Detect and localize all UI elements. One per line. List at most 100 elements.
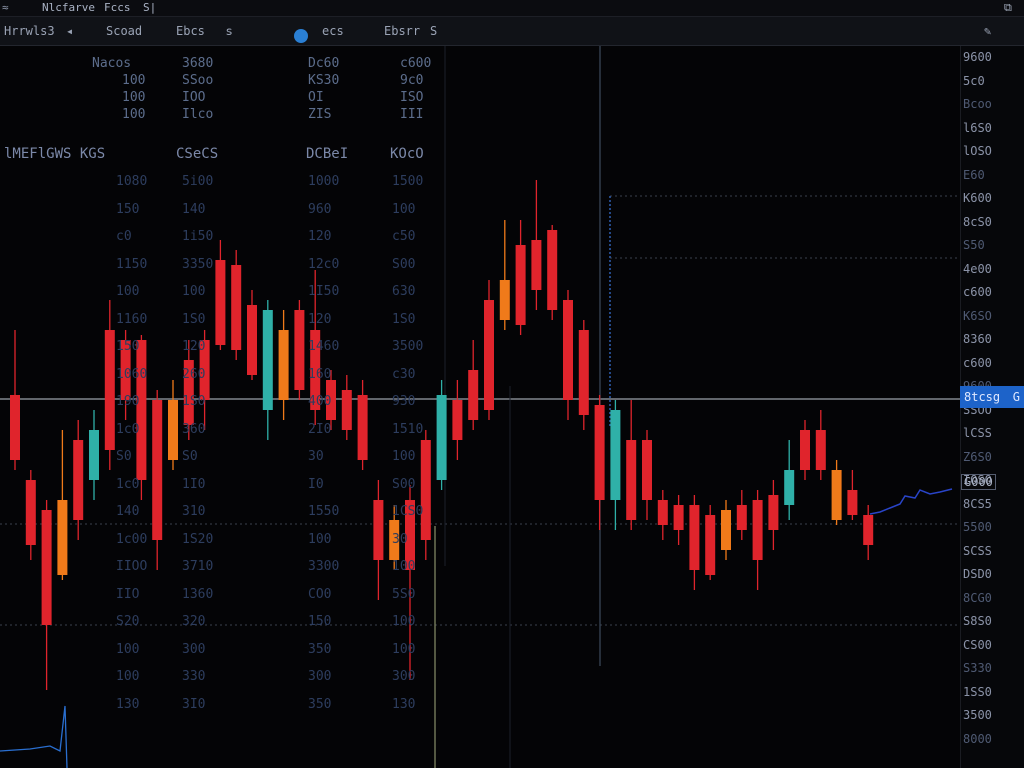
price-axis-label: 5500 xyxy=(963,520,992,534)
candle[interactable] xyxy=(626,400,637,530)
candle[interactable] xyxy=(25,470,36,560)
candle[interactable] xyxy=(215,240,226,350)
app-icon[interactable]: ≈ xyxy=(2,1,9,14)
candle[interactable] xyxy=(468,340,479,430)
candle[interactable] xyxy=(831,460,842,525)
draw-tool-icon[interactable]: ✎ xyxy=(984,24,992,38)
column-value: 1CS0 xyxy=(392,504,424,519)
candle-body xyxy=(25,480,36,545)
column-value: 1I0 xyxy=(182,476,206,492)
candle[interactable] xyxy=(294,300,305,400)
candle[interactable] xyxy=(768,480,779,550)
column-value: 1500 xyxy=(392,174,424,189)
candle[interactable] xyxy=(484,280,494,420)
candle[interactable] xyxy=(136,335,147,500)
candle[interactable] xyxy=(815,410,826,480)
window-titlebar: ≈ Nlcfarve Fccs S| ⧉ xyxy=(0,0,1024,17)
candle-body xyxy=(499,280,510,320)
candle[interactable] xyxy=(436,380,447,490)
price-axis-label: Z6S0 xyxy=(963,449,992,464)
candle[interactable] xyxy=(689,495,700,590)
candle[interactable] xyxy=(784,440,795,520)
candle[interactable] xyxy=(800,420,810,480)
column-header-2: CSeCS xyxy=(176,146,219,162)
candle[interactable] xyxy=(547,225,558,320)
candle[interactable] xyxy=(41,500,52,690)
column-value: I0 xyxy=(308,476,324,492)
candle-body xyxy=(610,410,621,500)
column-value: 1c00 xyxy=(116,531,148,547)
pair-selector[interactable]: ecs xyxy=(322,24,344,38)
symbol-selector[interactable]: Hrrwls3 xyxy=(4,24,55,38)
candle[interactable] xyxy=(657,490,668,540)
candle[interactable] xyxy=(199,330,210,430)
column-value: CO0 xyxy=(308,586,332,602)
candle[interactable] xyxy=(515,220,526,335)
candle[interactable] xyxy=(57,430,68,580)
current-price-tag[interactable]: 8tcsg G xyxy=(960,386,1024,408)
column-value: 3I0 xyxy=(182,696,206,712)
candle[interactable] xyxy=(168,380,178,470)
candle[interactable] xyxy=(357,380,368,470)
candle[interactable] xyxy=(610,400,621,530)
candle[interactable] xyxy=(310,270,321,425)
candle[interactable] xyxy=(73,420,84,540)
column-value: IIOO xyxy=(116,559,148,574)
candle[interactable] xyxy=(594,395,605,530)
candle[interactable] xyxy=(420,430,431,560)
candle[interactable] xyxy=(642,430,652,520)
candle[interactable] xyxy=(405,485,415,680)
candle[interactable] xyxy=(531,180,542,310)
price-axis-label: CS00 xyxy=(963,637,992,652)
tab-fccs[interactable]: Fccs xyxy=(104,1,131,14)
tab-nlcfarve[interactable]: Nlcfarve xyxy=(42,1,95,14)
chevron-left-icon[interactable]: ◂ xyxy=(66,24,74,38)
candle[interactable] xyxy=(452,380,463,460)
top-block-cell: Dc60 xyxy=(308,56,340,71)
price-chart[interactable]: lMEFlGWS KGS CSeCS DCBeI KOcO Nacos 3680 D… xyxy=(0,46,960,768)
candle[interactable] xyxy=(341,375,352,440)
candle[interactable] xyxy=(326,370,336,430)
indicator-selector[interactable]: Ebcs xyxy=(176,24,205,38)
interval-selector[interactable]: Scoad xyxy=(106,24,143,38)
candle[interactable] xyxy=(752,490,763,590)
candle[interactable] xyxy=(183,340,194,440)
candle[interactable] xyxy=(863,505,874,560)
candle[interactable] xyxy=(104,300,115,470)
candle[interactable] xyxy=(120,330,131,420)
exchange-selector[interactable]: Ebsrr xyxy=(384,24,421,38)
status-dot-icon[interactable] xyxy=(294,29,308,43)
column-value: IIO xyxy=(116,586,140,602)
candle[interactable] xyxy=(736,490,747,540)
candle[interactable] xyxy=(152,390,163,570)
candle[interactable] xyxy=(262,300,273,440)
candle[interactable] xyxy=(721,500,731,560)
column-value: c50 xyxy=(392,229,416,244)
dropdown-icon[interactable]: ꜱ xyxy=(226,24,233,38)
column-value: 930 xyxy=(392,394,416,409)
candle-body xyxy=(736,505,747,530)
candle[interactable] xyxy=(563,290,573,420)
extra-selector[interactable]: S xyxy=(430,24,438,38)
chart-canvas[interactable] xyxy=(0,46,960,768)
candle[interactable] xyxy=(847,470,858,520)
top-block-cell: 9c0 xyxy=(400,73,424,88)
candle[interactable] xyxy=(578,320,589,430)
candle[interactable] xyxy=(705,505,716,580)
candle[interactable] xyxy=(499,220,510,330)
candle[interactable] xyxy=(373,480,384,600)
candle[interactable] xyxy=(389,505,400,570)
candle[interactable] xyxy=(247,290,257,380)
candle[interactable] xyxy=(10,330,20,470)
candle-body xyxy=(183,360,194,425)
candle[interactable] xyxy=(231,250,242,360)
candle[interactable] xyxy=(89,410,99,500)
price-axis-label: SCSS xyxy=(963,543,992,558)
tab-s[interactable]: S| xyxy=(143,1,157,14)
candle[interactable] xyxy=(278,310,289,420)
candle[interactable] xyxy=(673,495,684,545)
candle-body xyxy=(563,300,573,400)
close-icon[interactable]: ⧉ xyxy=(1004,1,1012,14)
column-value: 2I0 xyxy=(308,421,332,437)
column-value: 260 xyxy=(182,366,206,382)
